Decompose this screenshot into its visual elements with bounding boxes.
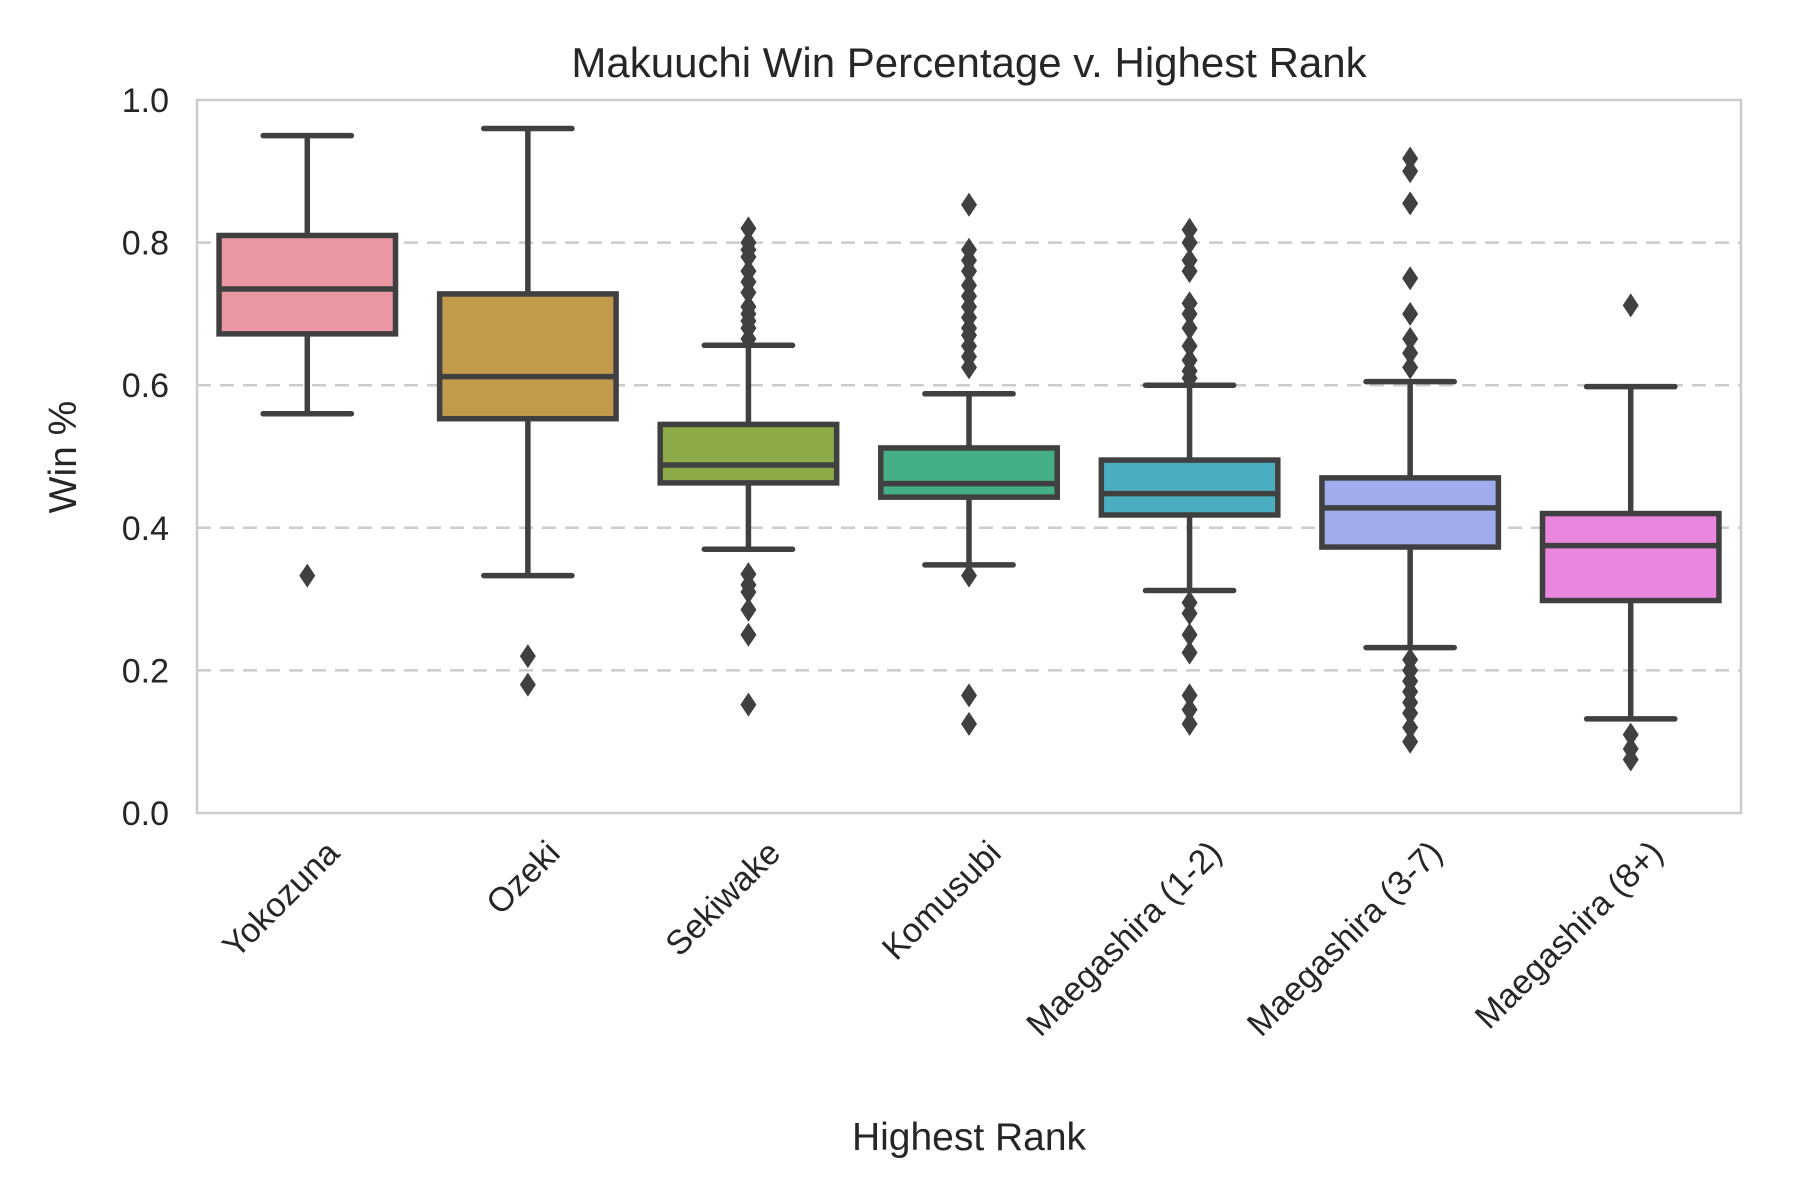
- outlier-point: [1181, 316, 1198, 341]
- outlier-point: [1181, 217, 1198, 242]
- outlier-point: [519, 672, 536, 697]
- iqr-box: [1539, 510, 1722, 604]
- outlier-point: [961, 711, 977, 736]
- outlier-point: [1181, 711, 1198, 736]
- y-tick-label: 0.6: [122, 367, 169, 405]
- outlier-point: [1181, 230, 1198, 255]
- y-tick-label: 0.2: [122, 652, 169, 690]
- outlier-point: [1181, 333, 1198, 358]
- outlier-point: [740, 326, 757, 351]
- outlier-point: [1181, 622, 1198, 647]
- outlier-point: [1622, 293, 1639, 318]
- box-group: [1319, 146, 1502, 754]
- outlier-point: [1181, 697, 1198, 722]
- outlier-point: [961, 192, 977, 217]
- y-tick-label: 0.4: [122, 510, 169, 548]
- outlier-point: [740, 244, 757, 269]
- outlier-point: [740, 622, 757, 647]
- outlier-point: [1181, 366, 1198, 391]
- y-tick-label: 0.8: [122, 225, 169, 263]
- outlier-point: [1181, 683, 1198, 708]
- box-group: [657, 216, 840, 717]
- y-tick-label: 1.0: [122, 82, 169, 120]
- y-tick-label: 0.0: [122, 795, 169, 833]
- outlier-point: [1402, 729, 1419, 754]
- outlier-point: [1402, 341, 1419, 366]
- outlier-point: [1622, 722, 1639, 747]
- iqr-box: [657, 421, 840, 486]
- chart-title: Makuuchi Win Percentage v. Highest Rank: [571, 39, 1367, 86]
- iqr-box: [1098, 457, 1281, 518]
- outlier-point: [740, 216, 757, 241]
- outlier-point: [1181, 301, 1198, 326]
- box-group: [1098, 217, 1281, 736]
- outlier-point: [961, 259, 977, 284]
- outlier-point: [961, 355, 977, 380]
- iqr-box: [1319, 475, 1502, 550]
- outlier-point: [1402, 301, 1419, 326]
- outlier-point: [1402, 715, 1419, 740]
- outlier-point: [299, 563, 316, 588]
- box-group: [436, 125, 619, 697]
- box-group: [1539, 293, 1722, 772]
- y-axis-label: Win %: [42, 401, 85, 514]
- x-axis-label: Highest Rank: [852, 1116, 1087, 1159]
- outlier-point: [519, 644, 536, 669]
- outlier-point: [961, 683, 977, 708]
- outlier-point: [1181, 640, 1198, 665]
- y-tick-labels: 0.0 0.2 0.4 0.6 0.8 1.0: [122, 82, 169, 833]
- outlier-point: [1402, 326, 1419, 351]
- outlier-point: [740, 597, 757, 622]
- outlier-point: [1402, 191, 1419, 216]
- plot-frame: [195, 98, 1743, 815]
- outlier-point: [1622, 747, 1639, 772]
- outlier-point: [1181, 601, 1198, 626]
- outlier-point: [740, 579, 757, 604]
- outlier-point: [1402, 701, 1419, 726]
- outlier-point: [961, 563, 977, 588]
- outlier-point: [1402, 355, 1419, 380]
- iqr-box: [436, 291, 619, 422]
- box-group: [216, 132, 399, 588]
- iqr-box: [878, 445, 1060, 500]
- box-layer: [216, 125, 1722, 772]
- outlier-point: [1402, 146, 1419, 171]
- outlier-point: [1402, 159, 1419, 184]
- iqr-box: [216, 232, 399, 337]
- outlier-point: [740, 692, 757, 717]
- outlier-point: [1181, 259, 1198, 284]
- box-group: [878, 192, 1060, 736]
- outlier-point: [740, 280, 757, 305]
- outlier-point: [1402, 266, 1419, 291]
